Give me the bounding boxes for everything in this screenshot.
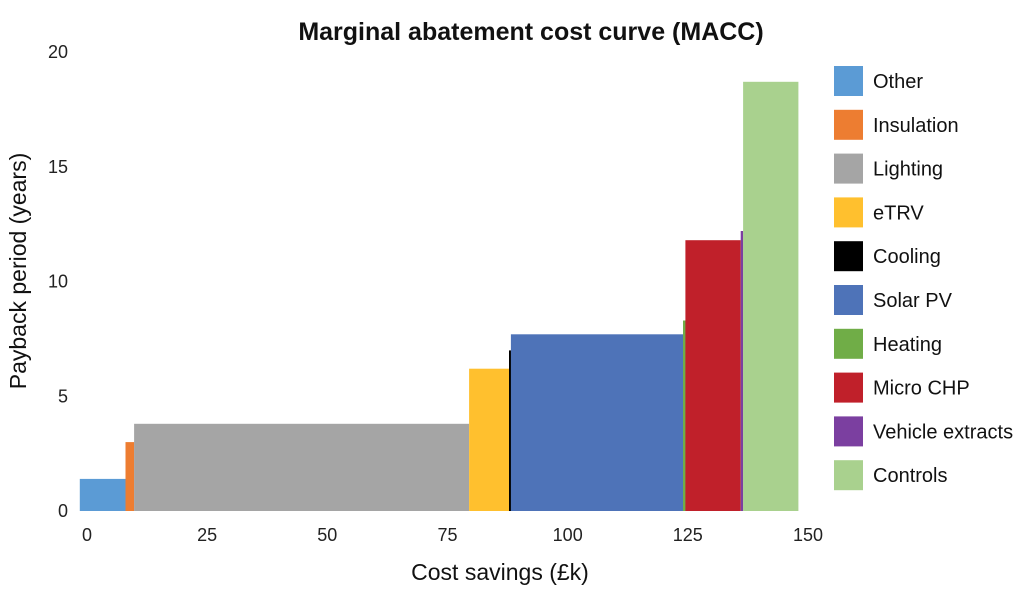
y-axis-label: Payback period (years) — [5, 153, 31, 390]
legend-swatch-solar-pv — [834, 285, 863, 315]
y-tick-label: 20 — [48, 42, 68, 62]
bar-cooling — [509, 350, 512, 511]
legend-label-vehicle-extracts: Vehicle extracts — [873, 421, 1013, 443]
x-tick-label: 0 — [82, 525, 92, 545]
x-tick-label: 75 — [437, 525, 457, 545]
bar-solar-pv — [510, 334, 683, 511]
bars-group — [79, 81, 799, 512]
bar-controls — [743, 81, 799, 512]
bar-heating — [683, 320, 686, 511]
legend-label-controls: Controls — [873, 465, 947, 487]
x-tick-label: 150 — [793, 525, 823, 545]
x-tick-label: 50 — [317, 525, 337, 545]
bar-vehicle-extracts — [740, 231, 744, 511]
x-tick-label: 100 — [553, 525, 583, 545]
legend-label-solar-pv: Solar PV — [873, 290, 953, 312]
legend-swatch-etrv — [834, 197, 863, 228]
bar-insulation — [125, 442, 135, 511]
legend-label-insulation: Insulation — [873, 115, 959, 137]
bar-lighting — [134, 423, 470, 511]
legend-swatch-vehicle-extracts — [834, 416, 863, 447]
legend-label-cooling: Cooling — [873, 246, 941, 268]
y-tick-label: 15 — [48, 157, 68, 177]
x-tick-label: 25 — [197, 525, 217, 545]
legend-label-micro-chp: Micro CHP — [873, 378, 970, 400]
y-tick-label: 10 — [48, 272, 68, 292]
legend-label-etrv: eTRV — [873, 202, 924, 224]
y-tick-label: 0 — [58, 501, 68, 521]
legend-swatch-controls — [834, 460, 863, 491]
bar-micro-chp — [685, 240, 741, 511]
chart-title: Marginal abatement cost curve (MACC) — [298, 18, 763, 46]
y-axis-ticks: 0 5 10 15 20 — [48, 42, 68, 521]
legend-swatch-insulation — [834, 109, 863, 140]
legend-swatch-micro-chp — [834, 372, 863, 403]
bar-etrv — [469, 368, 509, 511]
legend: Other Insulation Lighting eTRV Cooling Solar … — [834, 66, 1013, 491]
x-axis-ticks: 0 25 50 75 100 125 150 — [82, 525, 823, 545]
y-tick-label: 5 — [58, 386, 68, 406]
legend-swatch-cooling — [834, 241, 863, 272]
legend-swatch-heating — [834, 328, 863, 359]
legend-label-other: Other — [873, 71, 923, 93]
legend-label-heating: Heating — [873, 334, 942, 356]
legend-label-lighting: Lighting — [873, 159, 943, 181]
legend-swatch-other — [834, 66, 863, 96]
bar-other — [79, 478, 126, 511]
x-tick-label: 125 — [673, 525, 703, 545]
x-axis-label: Cost savings (£k) — [411, 559, 589, 585]
legend-swatch-lighting — [834, 153, 863, 184]
